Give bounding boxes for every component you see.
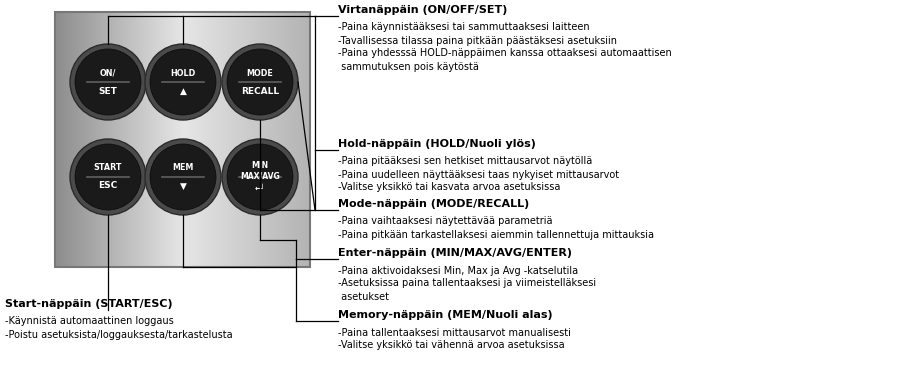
Text: -Käynnistä automaattinen loggaus: -Käynnistä automaattinen loggaus — [5, 317, 174, 327]
Circle shape — [150, 49, 216, 115]
Text: -Paina pitääksesi sen hetkiset mittausarvot näytöllä: -Paina pitääksesi sen hetkiset mittausar… — [338, 156, 592, 166]
Text: -Poistu asetuksista/loggauksesta/tarkastelusta: -Poistu asetuksista/loggauksesta/tarkast… — [5, 329, 233, 339]
Text: Memory-näppäin (MEM/Nuoli alas): Memory-näppäin (MEM/Nuoli alas) — [338, 310, 552, 320]
Text: Start-näppäin (START/ESC): Start-näppäin (START/ESC) — [5, 299, 173, 309]
Text: -Paina uudelleen näyttääksesi taas nykyiset mittausarvot: -Paina uudelleen näyttääksesi taas nykyi… — [338, 170, 619, 180]
Text: ←┘: ←┘ — [255, 183, 266, 192]
Text: Mode-näppäin (MODE/RECALL): Mode-näppäin (MODE/RECALL) — [338, 199, 530, 209]
Circle shape — [145, 139, 221, 215]
Text: Virtanäppäin (ON/OFF/SET): Virtanäppäin (ON/OFF/SET) — [338, 5, 508, 15]
Circle shape — [222, 44, 298, 120]
Text: sammutuksen pois käytöstä: sammutuksen pois käytöstä — [338, 62, 479, 72]
Text: asetukset: asetukset — [338, 291, 389, 301]
Text: MODE: MODE — [247, 68, 273, 77]
Circle shape — [70, 139, 146, 215]
Text: START: START — [94, 163, 122, 173]
Circle shape — [150, 144, 216, 210]
Text: -Asetuksissa paina tallentaaksesi ja viimeistelläksesi: -Asetuksissa paina tallentaaksesi ja vii… — [338, 279, 596, 288]
Text: MAX/AVG: MAX/AVG — [240, 171, 280, 180]
Circle shape — [145, 44, 221, 120]
Text: ESC: ESC — [98, 182, 117, 190]
Circle shape — [75, 49, 141, 115]
Text: -Paina vaihtaaksesi näytettävää parametriä: -Paina vaihtaaksesi näytettävää parametr… — [338, 216, 552, 226]
Text: -Valitse yksikkö tai vähennä arvoa asetuksissa: -Valitse yksikkö tai vähennä arvoa asetu… — [338, 341, 564, 351]
Text: -Paina aktivoidaksesi Min, Max ja Avg -katselutila: -Paina aktivoidaksesi Min, Max ja Avg -k… — [338, 265, 578, 276]
Text: -Tavallisessa tilassa paina pitkään päästäksesi asetuksiin: -Tavallisessa tilassa paina pitkään pääs… — [338, 36, 617, 46]
Text: -Paina yhdesssä HOLD-näppäimen kanssa ottaaksesi automaattisen: -Paina yhdesssä HOLD-näppäimen kanssa ot… — [338, 48, 672, 58]
Text: HOLD: HOLD — [170, 68, 196, 77]
Text: ON/: ON/ — [100, 68, 116, 77]
Circle shape — [227, 49, 293, 115]
Text: -Paina käynnistääksesi tai sammuttaaksesi laitteen: -Paina käynnistääksesi tai sammuttaakses… — [338, 22, 590, 33]
Text: -Valitse yksikkö tai kasvata arvoa asetuksissa: -Valitse yksikkö tai kasvata arvoa asetu… — [338, 183, 561, 192]
Circle shape — [222, 139, 298, 215]
Text: RECALL: RECALL — [241, 87, 279, 96]
Circle shape — [75, 144, 141, 210]
Circle shape — [70, 44, 146, 120]
Circle shape — [227, 144, 293, 210]
Text: MEM: MEM — [172, 163, 194, 173]
Text: Hold-näppäin (HOLD/Nuoli ylös): Hold-näppäin (HOLD/Nuoli ylös) — [338, 139, 536, 149]
Text: SET: SET — [98, 87, 117, 96]
Text: MIN: MIN — [251, 161, 268, 170]
Text: Enter-näppäin (MIN/MAX/AVG/ENTER): Enter-näppäin (MIN/MAX/AVG/ENTER) — [338, 248, 572, 258]
Text: ▼: ▼ — [179, 182, 187, 190]
Text: -Paina pitkään tarkastellaksesi aiemmin tallennettuja mittauksia: -Paina pitkään tarkastellaksesi aiemmin … — [338, 229, 654, 240]
Text: -Paina tallentaaksesi mittausarvot manualisesti: -Paina tallentaaksesi mittausarvot manua… — [338, 327, 571, 337]
Text: ▲: ▲ — [179, 87, 187, 96]
